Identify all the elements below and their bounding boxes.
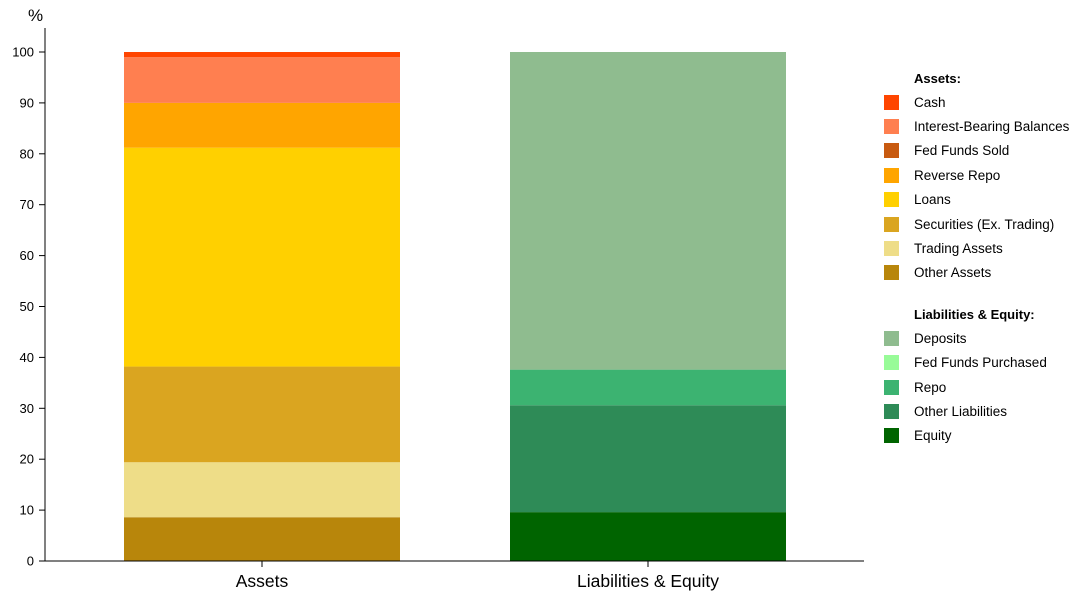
- bar-segment-deposits: [510, 52, 786, 370]
- legend-item: Equity: [884, 424, 1083, 448]
- y-tick-label: 10: [20, 503, 34, 518]
- y-tick-label: 40: [20, 350, 34, 365]
- legend-item: Deposits: [884, 326, 1083, 350]
- legend: Assets: Cash Interest-Bearing Balances Fed …: [884, 68, 1083, 448]
- bar-segment-loans: [124, 147, 400, 367]
- y-axis-label: %: [28, 6, 43, 25]
- bar-segment-cash: [124, 52, 400, 58]
- legend-swatch: [884, 216, 899, 232]
- legend-item: Trading Assets: [884, 236, 1083, 260]
- legend-item: Repo: [884, 375, 1083, 399]
- legend-swatch: [884, 192, 899, 208]
- legend-label: Other Liabilities: [914, 403, 1008, 419]
- legend-swatch: [884, 94, 899, 110]
- legend-item: Reverse Repo: [884, 163, 1083, 187]
- legend-item: Cash: [884, 90, 1083, 114]
- legend-label: Equity: [914, 428, 952, 444]
- legend-swatch: [884, 119, 899, 135]
- y-tick-label: 60: [20, 248, 34, 263]
- legend-swatch: [884, 428, 899, 444]
- bar-segment-interest-bearing-balances: [124, 57, 400, 103]
- legend-label: Repo: [914, 379, 947, 395]
- legend-item: Fed Funds Sold: [884, 139, 1083, 163]
- x-tick-label: Liabilities & Equity: [577, 571, 719, 591]
- bar-segment-equity: [510, 512, 786, 561]
- bar-segment-reverse-repo: [124, 102, 400, 148]
- bar-segment-other-assets: [124, 517, 400, 561]
- legend-swatch: [884, 241, 899, 257]
- legend-label: Reverse Repo: [914, 167, 1001, 183]
- legend-label: Other Assets: [914, 265, 992, 281]
- y-tick-label: 20: [20, 452, 34, 467]
- y-tick-label: 80: [20, 146, 34, 161]
- legend-item: Fed Funds Purchased: [884, 351, 1083, 375]
- x-tick-label: Assets: [236, 571, 289, 591]
- bar-segment-securities-ex-trading: [124, 366, 400, 463]
- legend-group-title: Assets:: [914, 71, 961, 86]
- y-tick-label: 100: [12, 45, 34, 60]
- legend-swatch: [884, 355, 899, 371]
- y-tick-label: 30: [20, 401, 34, 416]
- stacked-bar-chart: 0 10 20 30 40 50 60 70 80 90 100 Assets Liabilities …: [12, 6, 864, 591]
- legend-swatch: [884, 330, 899, 346]
- legend-item: Interest-Bearing Balances: [884, 114, 1083, 138]
- legend-swatch: [884, 403, 899, 419]
- legend-spacer: [884, 285, 1083, 304]
- y-tick-label: 70: [20, 197, 34, 212]
- legend-label: Fed Funds Purchased: [914, 355, 1047, 371]
- legend-label: Interest-Bearing Balances: [914, 119, 1070, 135]
- legend-swatch: [884, 265, 899, 281]
- legend-group-title: Liabilities & Equity:: [914, 307, 1035, 323]
- legend-swatch: [884, 143, 899, 159]
- legend-item: Other Assets: [884, 261, 1083, 285]
- axes-layer: 0 10 20 30 40 50 60 70 80 90 100 Assets Liabilities …: [12, 28, 864, 591]
- legend-swatch: [884, 379, 899, 395]
- legend-item: Securities (Ex. Trading): [884, 212, 1083, 236]
- bars-layer: [124, 52, 786, 561]
- legend-label: Fed Funds Sold: [914, 143, 1010, 159]
- bar-segment-trading-assets: [124, 462, 400, 518]
- y-tick-label: 0: [27, 554, 34, 569]
- legend-swatch: [884, 167, 899, 183]
- y-tick-label: 90: [20, 95, 34, 110]
- legend-label: Trading Assets: [914, 241, 1003, 257]
- legend-label: Securities (Ex. Trading): [914, 216, 1055, 232]
- legend-label: Cash: [914, 94, 946, 110]
- legend-item: Loans: [884, 188, 1083, 212]
- legend-label: Deposits: [914, 330, 967, 346]
- legend-item: Other Liabilities: [884, 399, 1083, 423]
- bar-segment-repo: [510, 369, 786, 406]
- bar-segment-other-liabilities: [510, 405, 786, 513]
- y-tick-label: 50: [20, 299, 34, 314]
- legend-label: Loans: [914, 192, 951, 208]
